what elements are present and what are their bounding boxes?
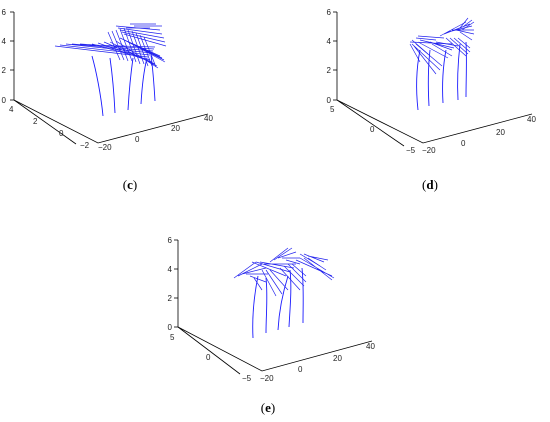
x-tick: 0 xyxy=(298,365,303,374)
x-tick: 0 xyxy=(135,135,140,144)
z-tick: 0 xyxy=(168,323,173,332)
x-tick: 40 xyxy=(204,114,213,123)
panel-d-axes xyxy=(333,11,533,147)
z-tick: 2 xyxy=(168,294,173,303)
x-tick: 40 xyxy=(527,115,536,124)
panel-c-y-ticks: 4 2 0 −2 xyxy=(9,105,90,150)
y-tick: 0 xyxy=(59,129,64,138)
panel-d-z-ticks: 0 2 4 6 xyxy=(327,8,332,105)
panel-e-caption: (e) xyxy=(261,400,275,415)
y-tick: −2 xyxy=(80,141,90,150)
z-tick: 4 xyxy=(168,265,173,274)
x-tick: 40 xyxy=(366,342,375,351)
y-tick: −5 xyxy=(242,374,252,383)
y-tick: 2 xyxy=(33,117,38,126)
y-tick: −5 xyxy=(406,146,416,155)
y-tick: 5 xyxy=(170,333,175,342)
x-tick: 0 xyxy=(461,139,466,148)
y-tick: 4 xyxy=(9,105,14,114)
x-tick: −20 xyxy=(260,374,274,383)
z-tick: 2 xyxy=(327,66,332,75)
panel-c-z-ticks: 0 2 4 6 xyxy=(2,8,7,105)
panel-c: 0 2 4 6 4 2 0 −2 −20 0 20 40 xyxy=(2,8,214,192)
z-tick: 4 xyxy=(2,37,7,46)
panel-d-x-ticks: −20 0 20 40 xyxy=(422,115,536,155)
x-tick: −20 xyxy=(422,146,436,155)
z-tick: 0 xyxy=(2,96,7,105)
z-tick: 6 xyxy=(168,236,173,245)
panel-e-x-ticks: −20 0 20 40 xyxy=(260,342,375,383)
panel-d-caption: (d) xyxy=(422,177,438,192)
x-tick: −20 xyxy=(98,143,112,152)
panel-e-plants xyxy=(233,247,335,339)
panel-d-plants xyxy=(409,17,475,111)
y-tick: 0 xyxy=(206,353,211,362)
z-tick: 6 xyxy=(327,8,332,17)
z-tick: 4 xyxy=(327,37,332,46)
panel-c-axes xyxy=(10,11,209,145)
z-tick: 6 xyxy=(2,8,7,17)
panel-d-y-ticks: 5 0 −5 xyxy=(330,105,416,155)
panel-c-caption: (c) xyxy=(123,177,137,192)
panel-e: 0 2 4 6 5 0 −5 −20 0 20 40 xyxy=(168,236,376,415)
panel-d: 0 2 4 6 5 0 −5 −20 0 20 40 xyxy=(327,8,537,192)
x-tick: 20 xyxy=(496,128,505,137)
z-tick: 0 xyxy=(327,96,332,105)
panel-c-x-ticks: −20 0 20 40 xyxy=(98,114,213,152)
x-tick: 20 xyxy=(333,354,342,363)
panel-c-plants xyxy=(54,23,167,117)
panel-e-y-ticks: 5 0 −5 xyxy=(170,333,252,383)
y-tick: 0 xyxy=(370,125,375,134)
z-tick: 2 xyxy=(2,66,7,75)
panel-e-z-ticks: 0 2 4 6 xyxy=(168,236,173,332)
x-tick: 20 xyxy=(171,124,180,133)
panel-e-axes xyxy=(174,239,373,375)
y-tick: 5 xyxy=(330,105,335,114)
